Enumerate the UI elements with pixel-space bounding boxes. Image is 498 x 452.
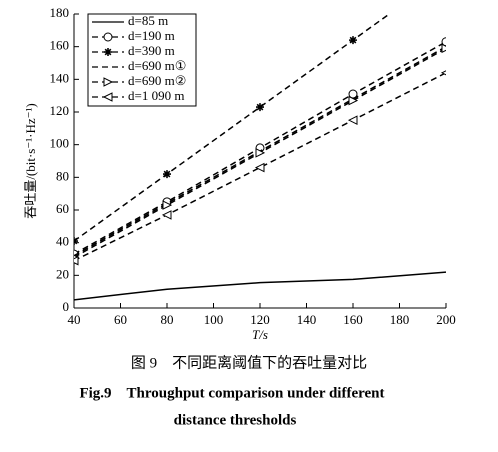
x-tick-label: 60 — [114, 312, 127, 327]
x-tick-label: 140 — [297, 312, 317, 327]
y-axis-label: 吞吐量/(bit·s⁻¹·Hz⁻¹) — [23, 103, 38, 218]
caption-en: Fig.9 Throughput comparison under differ… — [79, 385, 384, 401]
y-tick-label: 160 — [50, 38, 70, 53]
marker — [349, 36, 357, 45]
y-tick-label: 140 — [50, 70, 70, 85]
y-tick-label: 80 — [56, 168, 69, 183]
y-tick-label: 60 — [56, 201, 69, 216]
marker — [255, 148, 266, 158]
series-line — [74, 271, 446, 301]
x-tick-label: 160 — [343, 312, 363, 327]
legend-label: d=390 m — [128, 43, 175, 58]
marker — [441, 37, 446, 47]
legend-marker — [103, 32, 113, 42]
x-tick-label: 100 — [204, 312, 224, 327]
x-tick-label: 180 — [390, 312, 410, 327]
marker — [162, 200, 173, 210]
legend-label: d=1 090 m — [128, 88, 184, 103]
x-tick-label: 200 — [436, 312, 456, 327]
plot-area — [74, 14, 446, 301]
caption-cn: 图 9 不同距离阈值下的吞吐量对比 — [131, 354, 367, 371]
legend-marker — [104, 48, 112, 56]
x-tick-label: 80 — [161, 312, 174, 327]
marker — [74, 255, 79, 266]
x-tick-label: 40 — [68, 312, 81, 327]
x-axis-label: T/s — [252, 327, 268, 342]
marker — [348, 95, 359, 106]
marker — [254, 162, 265, 173]
y-tick-label: 20 — [56, 266, 69, 281]
y-tick-label: 0 — [63, 299, 70, 314]
y-tick-label: 40 — [56, 234, 69, 249]
caption-en: distance thresholds — [174, 412, 297, 428]
legend: d=85 md=190 md=390 md=690 m①d=690 m②d=1 … — [87, 13, 197, 107]
legend-box — [87, 13, 197, 107]
marker — [441, 43, 446, 54]
y-tick-label: 100 — [50, 136, 70, 151]
series-line — [74, 14, 391, 242]
legend-label: d=190 m — [128, 28, 175, 43]
legend-marker — [103, 77, 114, 87]
marker — [161, 210, 172, 220]
legend-label: d=690 m① — [128, 58, 186, 73]
y-tick-label: 180 — [50, 5, 70, 20]
x-tick-label: 120 — [250, 312, 270, 327]
marker — [163, 170, 171, 179]
y-tick-label: 120 — [50, 103, 70, 118]
marker — [256, 103, 264, 112]
legend-label: d=85 m — [128, 13, 168, 28]
legend-marker — [102, 92, 113, 102]
marker — [347, 115, 358, 125]
legend-label: d=690 m② — [128, 73, 186, 88]
marker — [74, 237, 78, 246]
marker — [440, 70, 446, 76]
